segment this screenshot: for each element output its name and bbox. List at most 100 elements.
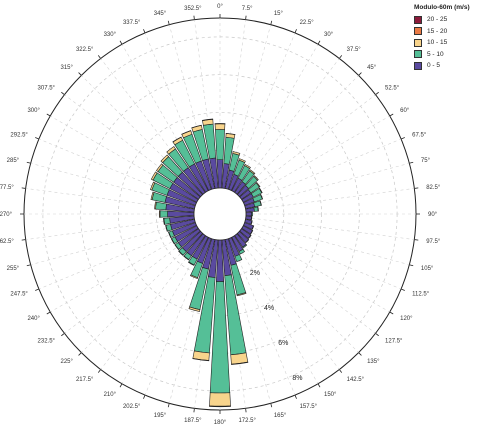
direction-label: 82.5°	[426, 185, 441, 191]
grid-spoke	[50, 226, 198, 313]
direction-tick	[193, 15, 195, 20]
direction-tick	[46, 311, 51, 315]
grid-spoke	[238, 232, 359, 353]
direction-tick	[61, 332, 65, 337]
grid-spoke	[229, 32, 296, 191]
direction-label: 120°	[400, 316, 413, 322]
bar-segment	[259, 200, 262, 206]
grid-spoke	[194, 19, 217, 189]
direction-tick	[317, 383, 321, 388]
bar-segment	[255, 181, 261, 188]
grid-spoke	[64, 229, 200, 334]
bar-segment	[155, 201, 167, 211]
direction-tick	[97, 55, 102, 59]
direction-label: 285°	[7, 158, 20, 164]
bar-segment	[238, 158, 246, 163]
direction-label: 45°	[367, 65, 377, 71]
bar-segment	[191, 124, 202, 129]
bar-segment	[214, 123, 226, 130]
bar-segment	[253, 175, 259, 181]
direction-tick	[193, 408, 195, 413]
legend-item: 15 - 20	[414, 26, 480, 38]
grid-spoke	[30, 162, 195, 208]
direction-label: 345°	[154, 11, 167, 17]
direction-tick	[375, 332, 379, 337]
direction-label: 232.5°	[38, 339, 56, 345]
direction-label: 22.5°	[300, 20, 315, 26]
bar-segment	[202, 118, 214, 122]
grid-spoke	[38, 138, 197, 205]
direction-label: 105°	[421, 266, 434, 272]
bar-segment	[158, 210, 161, 218]
direction-tick	[245, 15, 247, 20]
direction-label: 300°	[27, 108, 40, 114]
direction-tick	[26, 161, 31, 164]
bar-segment	[170, 238, 175, 245]
direction-tick	[143, 29, 146, 34]
direction-tick	[270, 20, 273, 25]
direction-label: 157.5°	[300, 404, 318, 410]
bar-segment	[238, 248, 245, 255]
grid-spoke	[100, 234, 205, 370]
grid-spoke	[243, 138, 402, 205]
direction-label: 165°	[274, 413, 287, 419]
direction-label: 97.5°	[426, 239, 441, 245]
grid-spoke	[226, 24, 272, 189]
direction-label: 37.5°	[347, 47, 362, 53]
direction-tick	[317, 40, 321, 45]
direction-label: 135°	[367, 359, 380, 365]
grid-spoke	[226, 239, 272, 404]
bar-segment	[156, 163, 164, 173]
grid-spoke	[245, 217, 415, 240]
grid-spoke	[240, 229, 376, 334]
direction-label: 60°	[400, 108, 410, 114]
direction-label: 315°	[60, 65, 73, 71]
grid-spoke	[168, 24, 214, 189]
legend-item: 0 - 5	[414, 60, 480, 72]
legend-label: 5 - 10	[427, 50, 444, 58]
direction-label: 337.5°	[123, 20, 141, 26]
direction-label: 322.5°	[76, 47, 94, 53]
bar-segment	[260, 194, 264, 200]
radial-label: 6%	[278, 340, 288, 347]
direction-label: 67.5°	[412, 132, 427, 138]
legend-item: 20 - 25	[414, 14, 480, 26]
bar-segment	[247, 234, 252, 239]
bar-segment	[225, 132, 236, 135]
grid-spoke	[245, 220, 410, 266]
direction-label: 187.5°	[184, 418, 202, 424]
direction-label: 352.5°	[184, 6, 202, 12]
bar-segment	[149, 181, 156, 191]
grid-spoke	[238, 75, 359, 196]
bar-segment	[245, 239, 250, 244]
grid-spoke	[121, 44, 208, 192]
bar-segment	[249, 169, 256, 175]
direction-label: 292.5°	[10, 132, 28, 138]
direction-tick	[414, 187, 419, 189]
direction-tick	[358, 72, 362, 76]
direction-tick	[97, 369, 102, 373]
grid-spoke	[245, 162, 410, 208]
direction-label: 150°	[324, 392, 337, 398]
direction-label: 330°	[104, 32, 117, 38]
direction-label: 225°	[60, 359, 73, 365]
grid-spoke	[25, 188, 195, 211]
direction-label: 30°	[324, 32, 334, 38]
direction-label: 202.5°	[123, 404, 141, 410]
direction-tick	[338, 55, 343, 59]
direction-tick	[270, 403, 273, 408]
grid-ring	[118, 112, 322, 316]
direction-tick	[21, 187, 26, 189]
bar-segment	[258, 187, 263, 194]
grid-spoke	[223, 19, 246, 189]
bar-segment	[181, 130, 192, 135]
bar-segment	[192, 358, 210, 362]
bar-segment	[159, 210, 168, 218]
grid-spoke	[243, 223, 402, 290]
grid-spoke	[38, 223, 197, 290]
bar-segment	[166, 146, 176, 155]
direction-tick	[409, 264, 414, 267]
direction-tick	[119, 40, 123, 45]
direction-tick	[400, 288, 405, 291]
direction-tick	[400, 137, 405, 140]
